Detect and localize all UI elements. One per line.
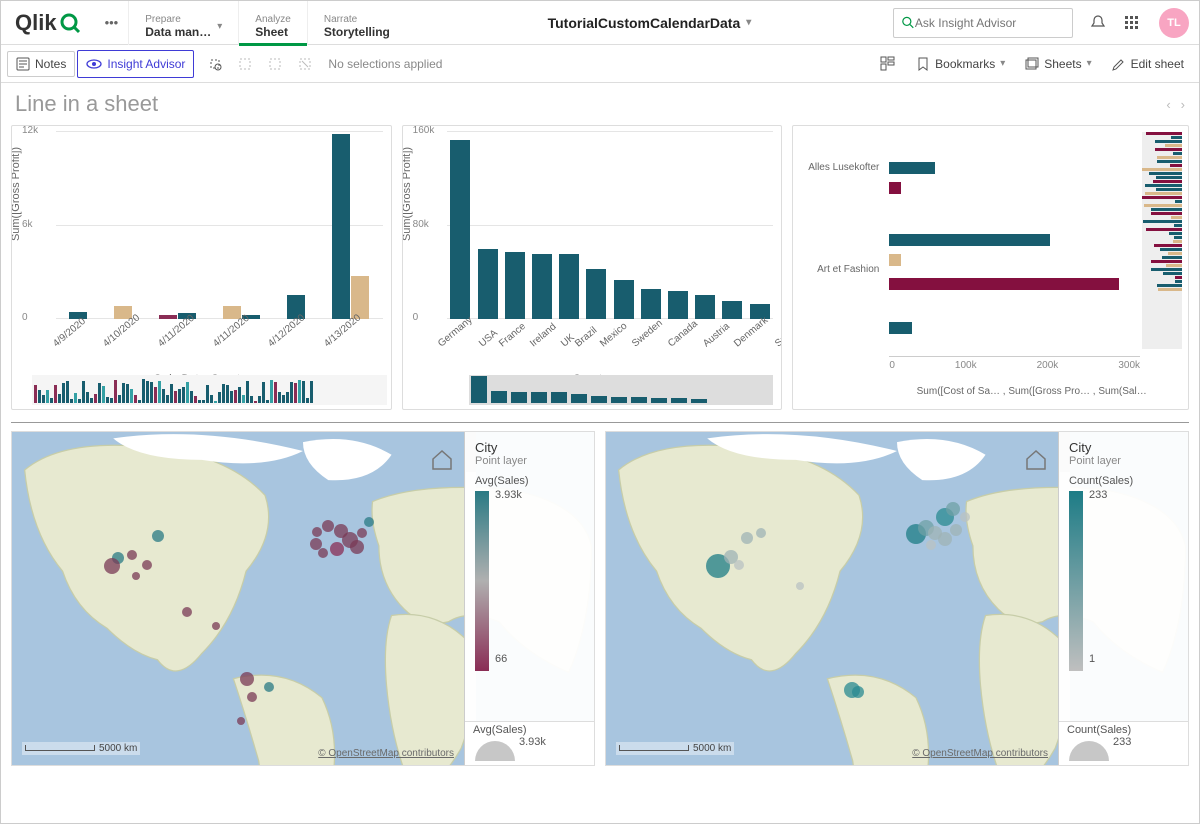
- tab-analyze-sub: Analyze: [255, 14, 291, 25]
- map-credit: © OpenStreetMap contributors: [912, 748, 1048, 759]
- notes-button[interactable]: Notes: [7, 51, 75, 77]
- bookmarks-button[interactable]: Bookmarks▾: [907, 51, 1014, 77]
- map-count-sales[interactable]: CityPoint layer Count(Sales) 2331 Count(…: [605, 431, 1189, 766]
- step-back-icon[interactable]: [232, 51, 258, 77]
- chart2-plot: 080k160k: [447, 132, 774, 319]
- map-avg-sales[interactable]: CityPoint layer Avg(Sales) 3.93k66 Avg(S…: [11, 431, 595, 766]
- chart2-minimap[interactable]: [469, 375, 774, 405]
- edit-sheet-button[interactable]: Edit sheet: [1103, 51, 1193, 77]
- tab-narrate-sub: Narrate: [324, 14, 390, 25]
- chart2-xticks: GermanyUSAFranceIrelandUKBrazilMexicoSwe…: [447, 323, 774, 357]
- step-forward-icon[interactable]: [262, 51, 288, 77]
- selections-status: No selections applied: [328, 57, 442, 71]
- chart3-xaxis: 0100k200k300k: [889, 356, 1140, 371]
- tab-analyze-main: Sheet: [255, 25, 291, 39]
- app-title[interactable]: TutorialCustomCalendarData ▾: [406, 15, 893, 31]
- brand-logo[interactable]: Qlik: [1, 10, 95, 36]
- sheet-nav-arrows: ‹ ›: [1166, 97, 1185, 112]
- insight-icon: [86, 56, 102, 72]
- more-menu-icon[interactable]: •••: [95, 15, 129, 30]
- sheets-button[interactable]: Sheets▾: [1016, 51, 1100, 77]
- chevron-down-icon[interactable]: ▾: [217, 21, 222, 32]
- map-credit: © OpenStreetMap contributors: [318, 748, 454, 759]
- home-icon[interactable]: [1024, 448, 1048, 472]
- chevron-down-icon: ▾: [1087, 58, 1092, 69]
- toolbar: Notes Insight Advisor No selections appl…: [1, 45, 1199, 83]
- map-legend: CityPoint layer Avg(Sales) 3.93k66 Avg(S…: [464, 432, 594, 765]
- bookmark-icon: [916, 57, 930, 71]
- chart1-minimap[interactable]: [32, 375, 387, 405]
- avatar[interactable]: TL: [1159, 8, 1189, 38]
- tab-narrate-main: Storytelling: [324, 25, 390, 39]
- sheet-title: Line in a sheet: [15, 91, 158, 117]
- notes-icon: [16, 57, 30, 71]
- scale-bar: 5000 km: [616, 742, 734, 755]
- edit-icon: [1112, 57, 1126, 71]
- brand-text: Qlik: [15, 10, 57, 36]
- chart-country[interactable]: Sum([Gross Profit]) 080k160k GermanyUSAF…: [402, 125, 783, 410]
- chart-costs-profit[interactable]: Alles LusekofterArt et Fashion 0100k200k…: [792, 125, 1189, 410]
- smart-search-icon[interactable]: [202, 51, 228, 77]
- sheet-title-row: Line in a sheet ‹ ›: [1, 83, 1199, 125]
- chevron-down-icon: ▾: [746, 17, 751, 28]
- tab-prepare-sub: Prepare: [145, 14, 211, 25]
- chart3-legend: Sum([Cost of Sa… , Sum([Gross Pro… , Sum…: [883, 386, 1180, 397]
- selection-tools: No selections applied: [202, 51, 442, 77]
- chevron-down-icon: ▾: [1000, 58, 1005, 69]
- apps-grid-icon[interactable]: [1115, 6, 1149, 40]
- app-title-text: TutorialCustomCalendarData: [548, 15, 741, 31]
- chart1-xticks: 4/9/20204/10/20204/11/20204/11/20204/12/…: [56, 323, 383, 357]
- chart2-ylabel: Sum([Gross Profit]): [402, 146, 413, 240]
- search-box[interactable]: [893, 8, 1073, 38]
- brand-icon: [59, 12, 81, 34]
- prev-sheet-icon[interactable]: ‹: [1166, 97, 1170, 112]
- tab-prepare-main: Data man…: [145, 25, 211, 39]
- clear-selections-icon[interactable]: [292, 51, 318, 77]
- scale-bar: 5000 km: [22, 742, 140, 755]
- next-sheet-icon[interactable]: ›: [1181, 97, 1185, 112]
- grid-layout-icon[interactable]: [871, 47, 905, 81]
- top-bar: Qlik ••• PrepareData man… ▾ AnalyzeSheet…: [1, 1, 1199, 45]
- sheets-icon: [1025, 57, 1039, 71]
- chart1-plot: 06k12k: [56, 132, 383, 319]
- tab-narrate[interactable]: NarrateStorytelling: [307, 1, 406, 45]
- search-icon: [902, 16, 915, 30]
- map-legend: CityPoint layer Count(Sales) 2331 Count(…: [1058, 432, 1188, 765]
- divider: [11, 422, 1189, 423]
- nav-tabs: PrepareData man… ▾ AnalyzeSheet NarrateS…: [128, 1, 406, 44]
- chart-orderdate-country[interactable]: Sum([Gross Profit]) 06k12k 4/9/20204/10/…: [11, 125, 392, 410]
- sheet-body: Sum([Gross Profit]) 06k12k 4/9/20204/10/…: [1, 125, 1199, 766]
- home-icon[interactable]: [430, 448, 454, 472]
- chart3-minimap[interactable]: [1142, 132, 1182, 349]
- search-input[interactable]: [915, 16, 1064, 30]
- tab-prepare[interactable]: PrepareData man… ▾: [128, 1, 238, 45]
- insight-advisor-button[interactable]: Insight Advisor: [77, 50, 194, 78]
- bell-icon[interactable]: [1081, 6, 1115, 40]
- chart1-ylabel: Sum([Gross Profit]): [11, 146, 22, 240]
- tab-analyze[interactable]: AnalyzeSheet: [238, 1, 307, 45]
